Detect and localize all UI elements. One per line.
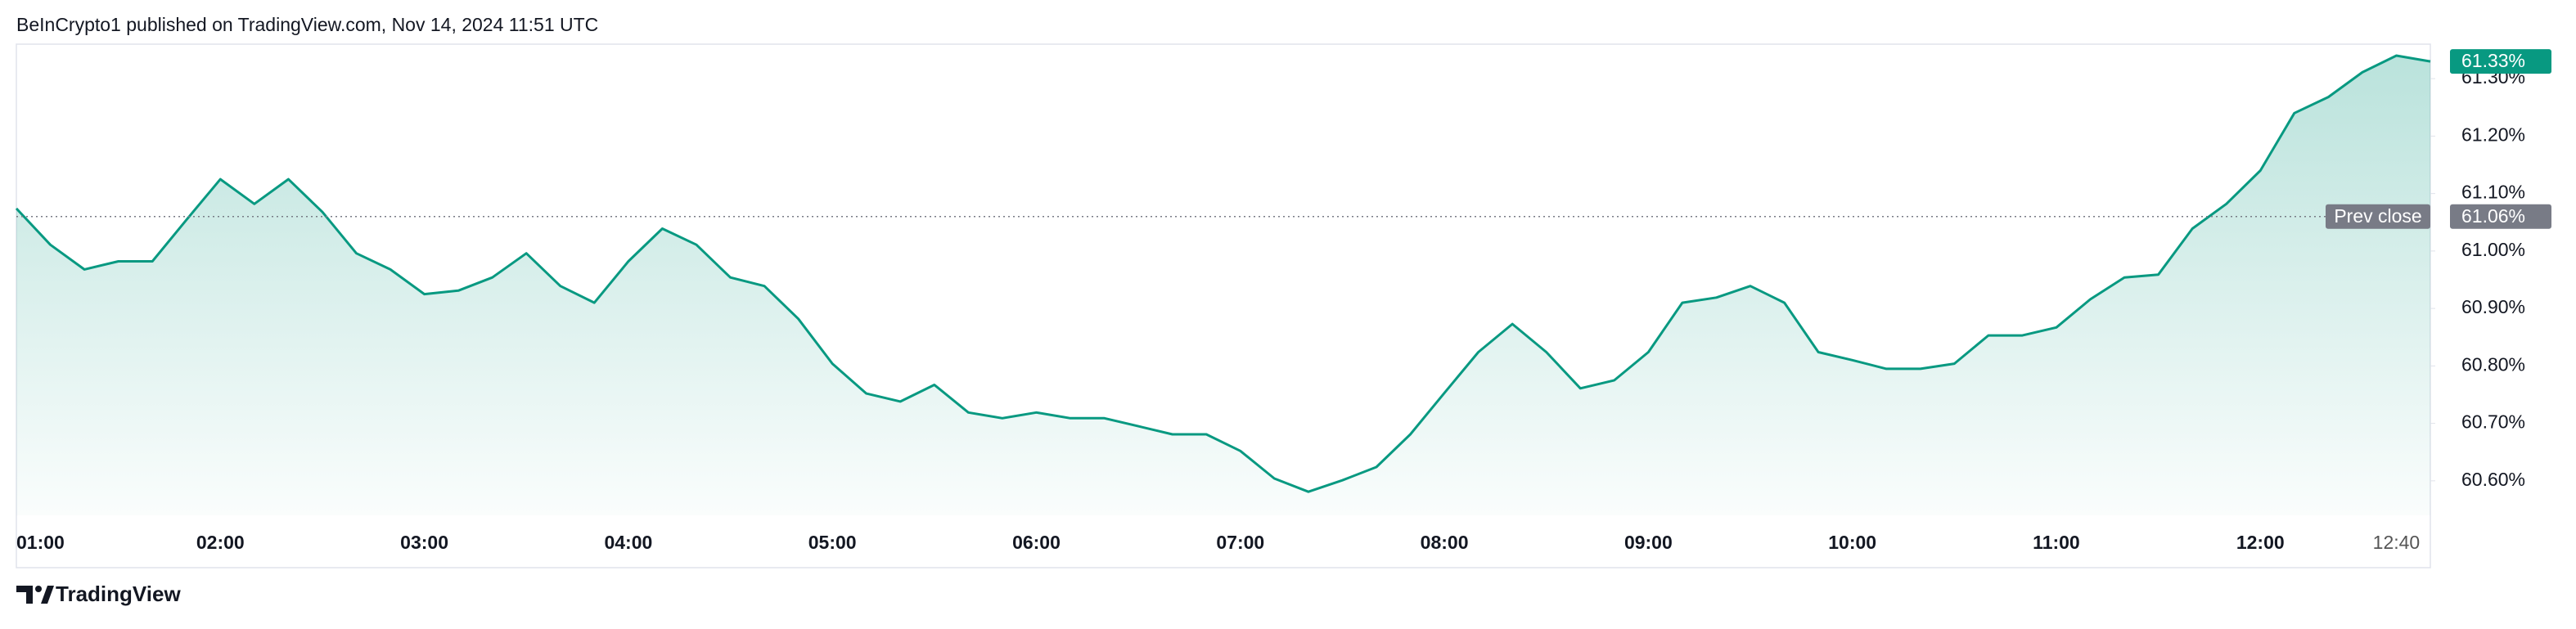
y-tick-label: 60.80% [2461, 353, 2525, 375]
x-tick-label: 12:00 [2236, 532, 2285, 553]
x-tick-label: 10:00 [1828, 532, 1876, 553]
x-tick-label: 06:00 [1012, 532, 1061, 553]
x-tick-label: 04:00 [604, 532, 652, 553]
last-value-tag [2450, 49, 2551, 74]
x-tick-label: 09:00 [1624, 532, 1673, 553]
x-tick-label: 01:00 [16, 532, 65, 553]
prev-close-label: Prev close [2334, 205, 2421, 227]
x-tick-label: 12:40 [2373, 532, 2421, 553]
last-value-label: 61.33% [2461, 50, 2525, 71]
area-fill [16, 56, 2430, 515]
x-tick-label: 11:00 [2033, 532, 2080, 553]
y-tick-label: 60.90% [2461, 296, 2525, 317]
footer-brand: TradingView [56, 582, 181, 606]
y-tick-label: 60.60% [2461, 469, 2525, 490]
y-tick-label: 61.20% [2461, 124, 2525, 145]
logo [16, 586, 54, 604]
x-tick-label: 03:00 [400, 532, 448, 553]
x-tick-label: 08:00 [1421, 532, 1469, 553]
header-title: BeInCrypto1 published on TradingView.com… [16, 14, 598, 35]
prev-close-tag [2326, 204, 2430, 229]
y-tick-label: 61.10% [2461, 182, 2525, 203]
prev-close-value-tag [2450, 204, 2551, 229]
x-tick-label: 07:00 [1216, 532, 1264, 553]
prev-close-value: 61.06% [2461, 205, 2525, 227]
y-tick-label: 61.00% [2461, 239, 2525, 260]
x-tick-label: 05:00 [808, 532, 857, 553]
y-tick-label: 60.70% [2461, 411, 2525, 433]
x-tick-label: 02:00 [196, 532, 245, 553]
price-line [15, 54, 2431, 493]
